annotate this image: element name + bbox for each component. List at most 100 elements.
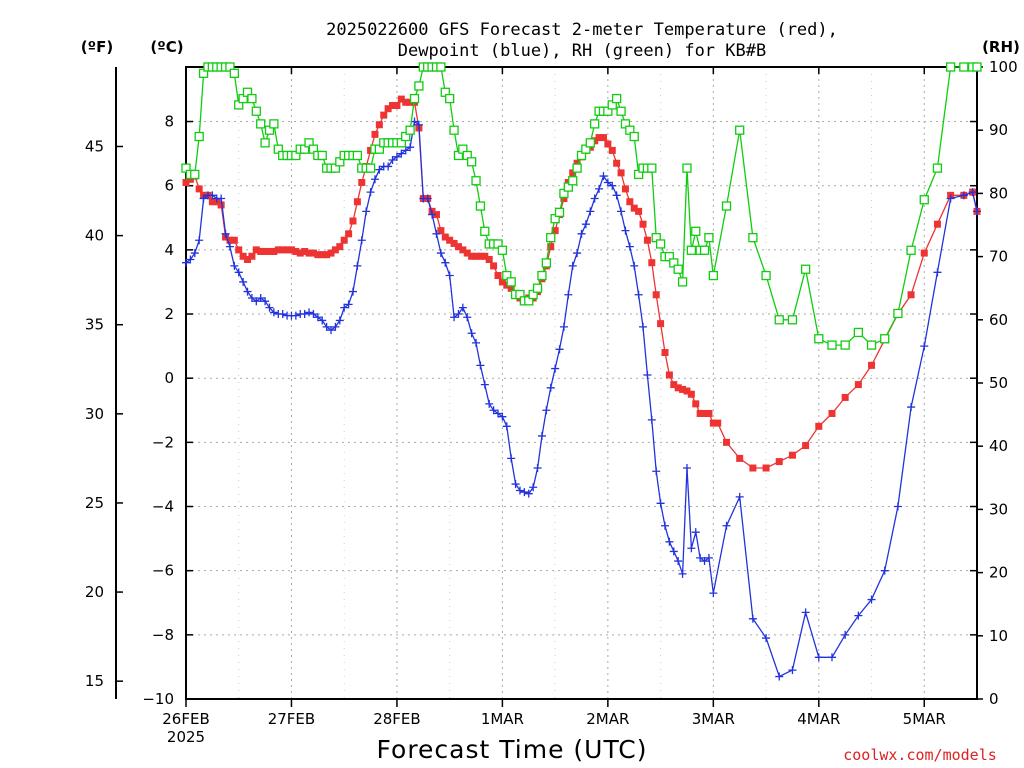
rh-point — [537, 270, 547, 281]
dewpoint-point — [722, 521, 731, 530]
rh-point — [699, 245, 710, 255]
dewpoint-point — [669, 547, 678, 556]
dewpoint-point — [252, 297, 261, 306]
dewpoint-point — [704, 553, 713, 562]
temperature-point — [687, 390, 695, 398]
dewpoint-point — [735, 492, 744, 501]
temperature-point — [432, 211, 440, 219]
temperature-point — [635, 207, 643, 215]
rh-point — [774, 315, 784, 325]
dewpoint-point — [595, 184, 604, 193]
dewpoint-point — [827, 653, 836, 662]
rh-point — [800, 264, 811, 274]
dewpoint-point — [542, 406, 551, 415]
dewpoint-point — [344, 300, 353, 309]
temperature-point — [674, 384, 682, 392]
fahrenheit-tick-label: 35 — [85, 316, 104, 334]
dewpoint-point — [450, 313, 459, 322]
x-tick-label: 4MAR — [797, 710, 840, 728]
dewpoint-point — [182, 258, 190, 267]
celsius-tick-label: 2 — [164, 305, 174, 323]
dewpoint-point — [335, 316, 344, 325]
data-series — [181, 62, 982, 681]
dewpoint-point — [639, 322, 648, 331]
rh-point — [572, 163, 582, 173]
x-tick-label: 26FEB — [162, 710, 209, 728]
rh-point — [229, 68, 239, 78]
dewpoint-point — [524, 489, 533, 498]
fahrenheit-tick-label: 25 — [85, 494, 104, 512]
dewpoint-point — [485, 399, 494, 408]
temperature-point — [309, 249, 317, 257]
dewpoint-point — [428, 210, 437, 219]
temperature-point — [920, 249, 928, 257]
rh-point — [708, 270, 718, 281]
temperature-point — [933, 220, 941, 228]
rh-point — [445, 93, 455, 104]
x-tick-label: 27FEB — [268, 710, 315, 728]
dewpoint-point — [748, 614, 757, 623]
dewpoint-point — [230, 261, 239, 270]
temperature-point — [723, 438, 731, 446]
temperature-point — [815, 422, 823, 430]
celsius-tick-label: 6 — [164, 177, 174, 195]
temperature-point — [613, 159, 621, 167]
temperature-point — [854, 381, 862, 389]
dewpoint-point — [225, 242, 234, 251]
temperature-point — [560, 195, 568, 203]
dewpoint-point — [559, 322, 568, 331]
temperature-point — [714, 419, 722, 427]
rh-point — [554, 207, 565, 218]
temperature-point — [595, 134, 603, 142]
rh-point — [506, 277, 516, 287]
rh-point — [682, 163, 692, 173]
rh-point — [269, 119, 279, 129]
rh-point — [251, 106, 261, 116]
fahrenheit-tick-label: 30 — [85, 405, 104, 423]
celsius-tick-label: 4 — [164, 241, 174, 259]
dewpoint-point — [463, 313, 472, 322]
celsius-tick-label: 8 — [164, 113, 174, 131]
dewpoint-point — [546, 383, 555, 392]
rh-point — [480, 226, 490, 236]
dewpoint-point — [362, 207, 371, 216]
dewpoint-point — [511, 480, 520, 489]
rh-point — [647, 163, 657, 173]
dewpoint-point — [300, 310, 309, 319]
celsius-unit-label: (ºC) — [150, 38, 183, 56]
temperature-point — [701, 409, 709, 417]
temperature-point — [371, 130, 379, 138]
dewpoint-point — [603, 178, 612, 187]
dewpoint-point — [331, 322, 340, 331]
temperature-point — [481, 252, 489, 260]
dewpoint-point — [322, 322, 331, 331]
dewpoint-point — [239, 277, 248, 286]
rh-tick-label: 20 — [989, 564, 1008, 582]
dewpoint-point — [388, 156, 397, 165]
dewpoint-point — [880, 566, 889, 575]
dewpoint-point — [199, 194, 208, 203]
temperature-point — [775, 458, 783, 466]
temperature-point — [208, 198, 216, 206]
temperature-point — [547, 243, 555, 251]
celsius-tick-label: −2 — [152, 433, 174, 451]
dewpoint-point — [647, 415, 656, 424]
fahrenheit-tick-label: 20 — [85, 583, 104, 601]
dewpoint-point — [502, 422, 511, 431]
rh-unit-label: (RH) — [982, 38, 1020, 56]
celsius-tick-label: −6 — [152, 562, 174, 580]
dewpoint-point — [564, 290, 573, 299]
temperature-point — [617, 169, 625, 177]
dewpoint-point — [234, 268, 243, 277]
dewpoint-point — [652, 467, 661, 476]
dewpoint-point — [841, 630, 850, 639]
dewpoint-point — [261, 297, 270, 306]
temperature-point — [217, 201, 225, 209]
temperature-point — [665, 371, 673, 379]
rh-point — [414, 81, 424, 91]
dewpoint-point — [190, 249, 199, 258]
temperature-point — [296, 249, 304, 257]
temperature-point — [569, 169, 577, 177]
axes: 86420−2−4−6−8−10454035302520151009080706… — [85, 58, 1018, 746]
temperature-point — [226, 236, 234, 244]
